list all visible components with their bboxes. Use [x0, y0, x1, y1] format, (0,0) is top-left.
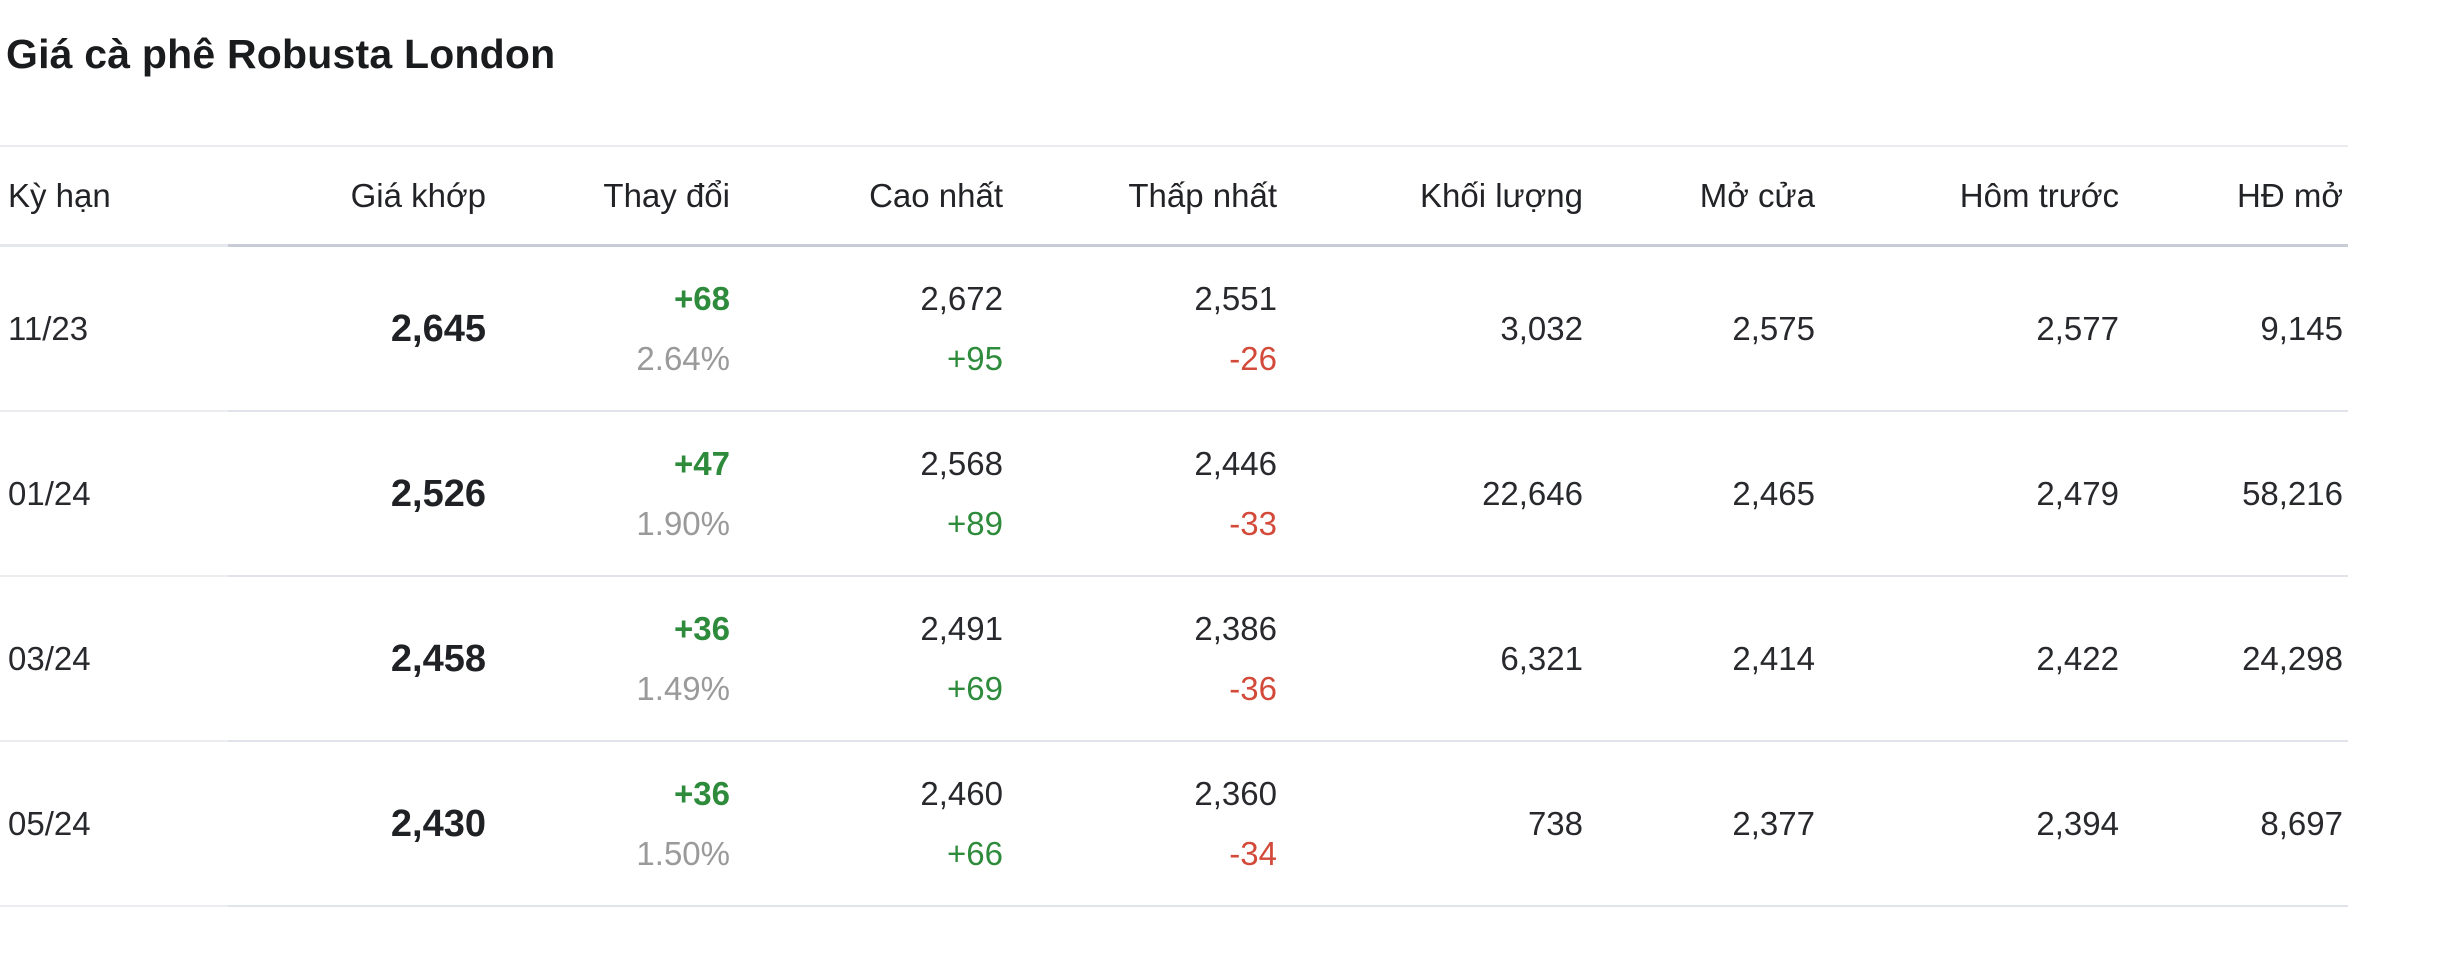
- volume-cell: 3,032: [1282, 247, 1588, 412]
- table-header-row: Kỳ hạn Giá khớp Thay đổi Cao nhất Thấp n…: [0, 147, 2348, 247]
- low-cell: 2,386 -36: [1008, 577, 1282, 742]
- column-header-prev-day: Hôm trước: [1820, 147, 2124, 247]
- open-cell: 2,575: [1588, 247, 1820, 412]
- change-cell: +68 2.64%: [491, 247, 735, 412]
- prev-day-cell: 2,479: [1820, 412, 2124, 577]
- low-change: -36: [1229, 669, 1277, 707]
- volume-cell: 22,646: [1282, 412, 1588, 577]
- page-title: Giá cà phê Robusta London: [6, 31, 556, 77]
- high-change: +66: [947, 834, 1003, 872]
- change-value: +68: [674, 279, 730, 317]
- change-percent: 2.64%: [636, 339, 730, 377]
- change-cell: +47 1.90%: [491, 412, 735, 577]
- high-change: +95: [947, 339, 1003, 377]
- column-header-matched-price: Giá khớp: [228, 147, 491, 247]
- term-cell: 11/23: [0, 247, 228, 412]
- volume-cell: 6,321: [1282, 577, 1588, 742]
- term-cell: 01/24: [0, 412, 228, 577]
- prev-day-cell: 2,394: [1820, 742, 2124, 907]
- price-table: Kỳ hạn Giá khớp Thay đổi Cao nhất Thấp n…: [0, 145, 2348, 907]
- change-value: +36: [674, 609, 730, 647]
- table-row: 01/24 2,526 +47 1.90% 2,568 +89 2,446 -3…: [0, 412, 2348, 577]
- open-cell: 2,465: [1588, 412, 1820, 577]
- column-header-term: Kỳ hạn: [0, 147, 228, 247]
- matched-price-cell: 2,458: [228, 577, 491, 742]
- column-header-volume: Khối lượng: [1282, 147, 1588, 247]
- column-header-high: Cao nhất: [735, 147, 1008, 247]
- prev-day-cell: 2,422: [1820, 577, 2124, 742]
- matched-price-cell: 2,430: [228, 742, 491, 907]
- change-cell: +36 1.50%: [491, 742, 735, 907]
- change-cell: +36 1.49%: [491, 577, 735, 742]
- column-header-change: Thay đổi: [491, 147, 735, 247]
- term-cell: 05/24: [0, 742, 228, 907]
- low-value: 2,551: [1194, 279, 1277, 317]
- high-cell: 2,460 +66: [735, 742, 1008, 907]
- column-header-low: Thấp nhất: [1008, 147, 1282, 247]
- open-cell: 2,414: [1588, 577, 1820, 742]
- low-cell: 2,360 -34: [1008, 742, 1282, 907]
- low-change: -26: [1229, 339, 1277, 377]
- high-change: +69: [947, 669, 1003, 707]
- high-value: 2,672: [920, 279, 1003, 317]
- low-value: 2,386: [1194, 609, 1277, 647]
- low-value: 2,360: [1194, 774, 1277, 812]
- term-cell: 03/24: [0, 577, 228, 742]
- high-value: 2,568: [920, 444, 1003, 482]
- high-value: 2,460: [920, 774, 1003, 812]
- change-percent: 1.50%: [636, 834, 730, 872]
- high-value: 2,491: [920, 609, 1003, 647]
- high-cell: 2,568 +89: [735, 412, 1008, 577]
- prev-day-cell: 2,577: [1820, 247, 2124, 412]
- low-value: 2,446: [1194, 444, 1277, 482]
- volume-cell: 738: [1282, 742, 1588, 907]
- table-row: 11/23 2,645 +68 2.64% 2,672 +95 2,551 -2…: [0, 247, 2348, 412]
- table-row: 05/24 2,430 +36 1.50% 2,460 +66 2,360 -3…: [0, 742, 2348, 907]
- low-change: -33: [1229, 504, 1277, 542]
- open-interest-cell: 58,216: [2124, 412, 2348, 577]
- matched-price-cell: 2,526: [228, 412, 491, 577]
- high-change: +89: [947, 504, 1003, 542]
- low-cell: 2,446 -33: [1008, 412, 1282, 577]
- open-interest-cell: 24,298: [2124, 577, 2348, 742]
- change-value: +36: [674, 774, 730, 812]
- column-header-open: Mở cửa: [1588, 147, 1820, 247]
- low-cell: 2,551 -26: [1008, 247, 1282, 412]
- matched-price-cell: 2,645: [228, 247, 491, 412]
- open-interest-cell: 9,145: [2124, 247, 2348, 412]
- high-cell: 2,491 +69: [735, 577, 1008, 742]
- change-value: +47: [674, 444, 730, 482]
- table-row: 03/24 2,458 +36 1.49% 2,491 +69 2,386 -3…: [0, 577, 2348, 742]
- page: Giá cà phê Robusta London Kỳ hạn Giá khớ…: [0, 31, 2348, 907]
- open-cell: 2,377: [1588, 742, 1820, 907]
- low-change: -34: [1229, 834, 1277, 872]
- open-interest-cell: 8,697: [2124, 742, 2348, 907]
- high-cell: 2,672 +95: [735, 247, 1008, 412]
- column-header-open-interest: HĐ mở: [2124, 147, 2348, 247]
- change-percent: 1.49%: [636, 669, 730, 707]
- change-percent: 1.90%: [636, 504, 730, 542]
